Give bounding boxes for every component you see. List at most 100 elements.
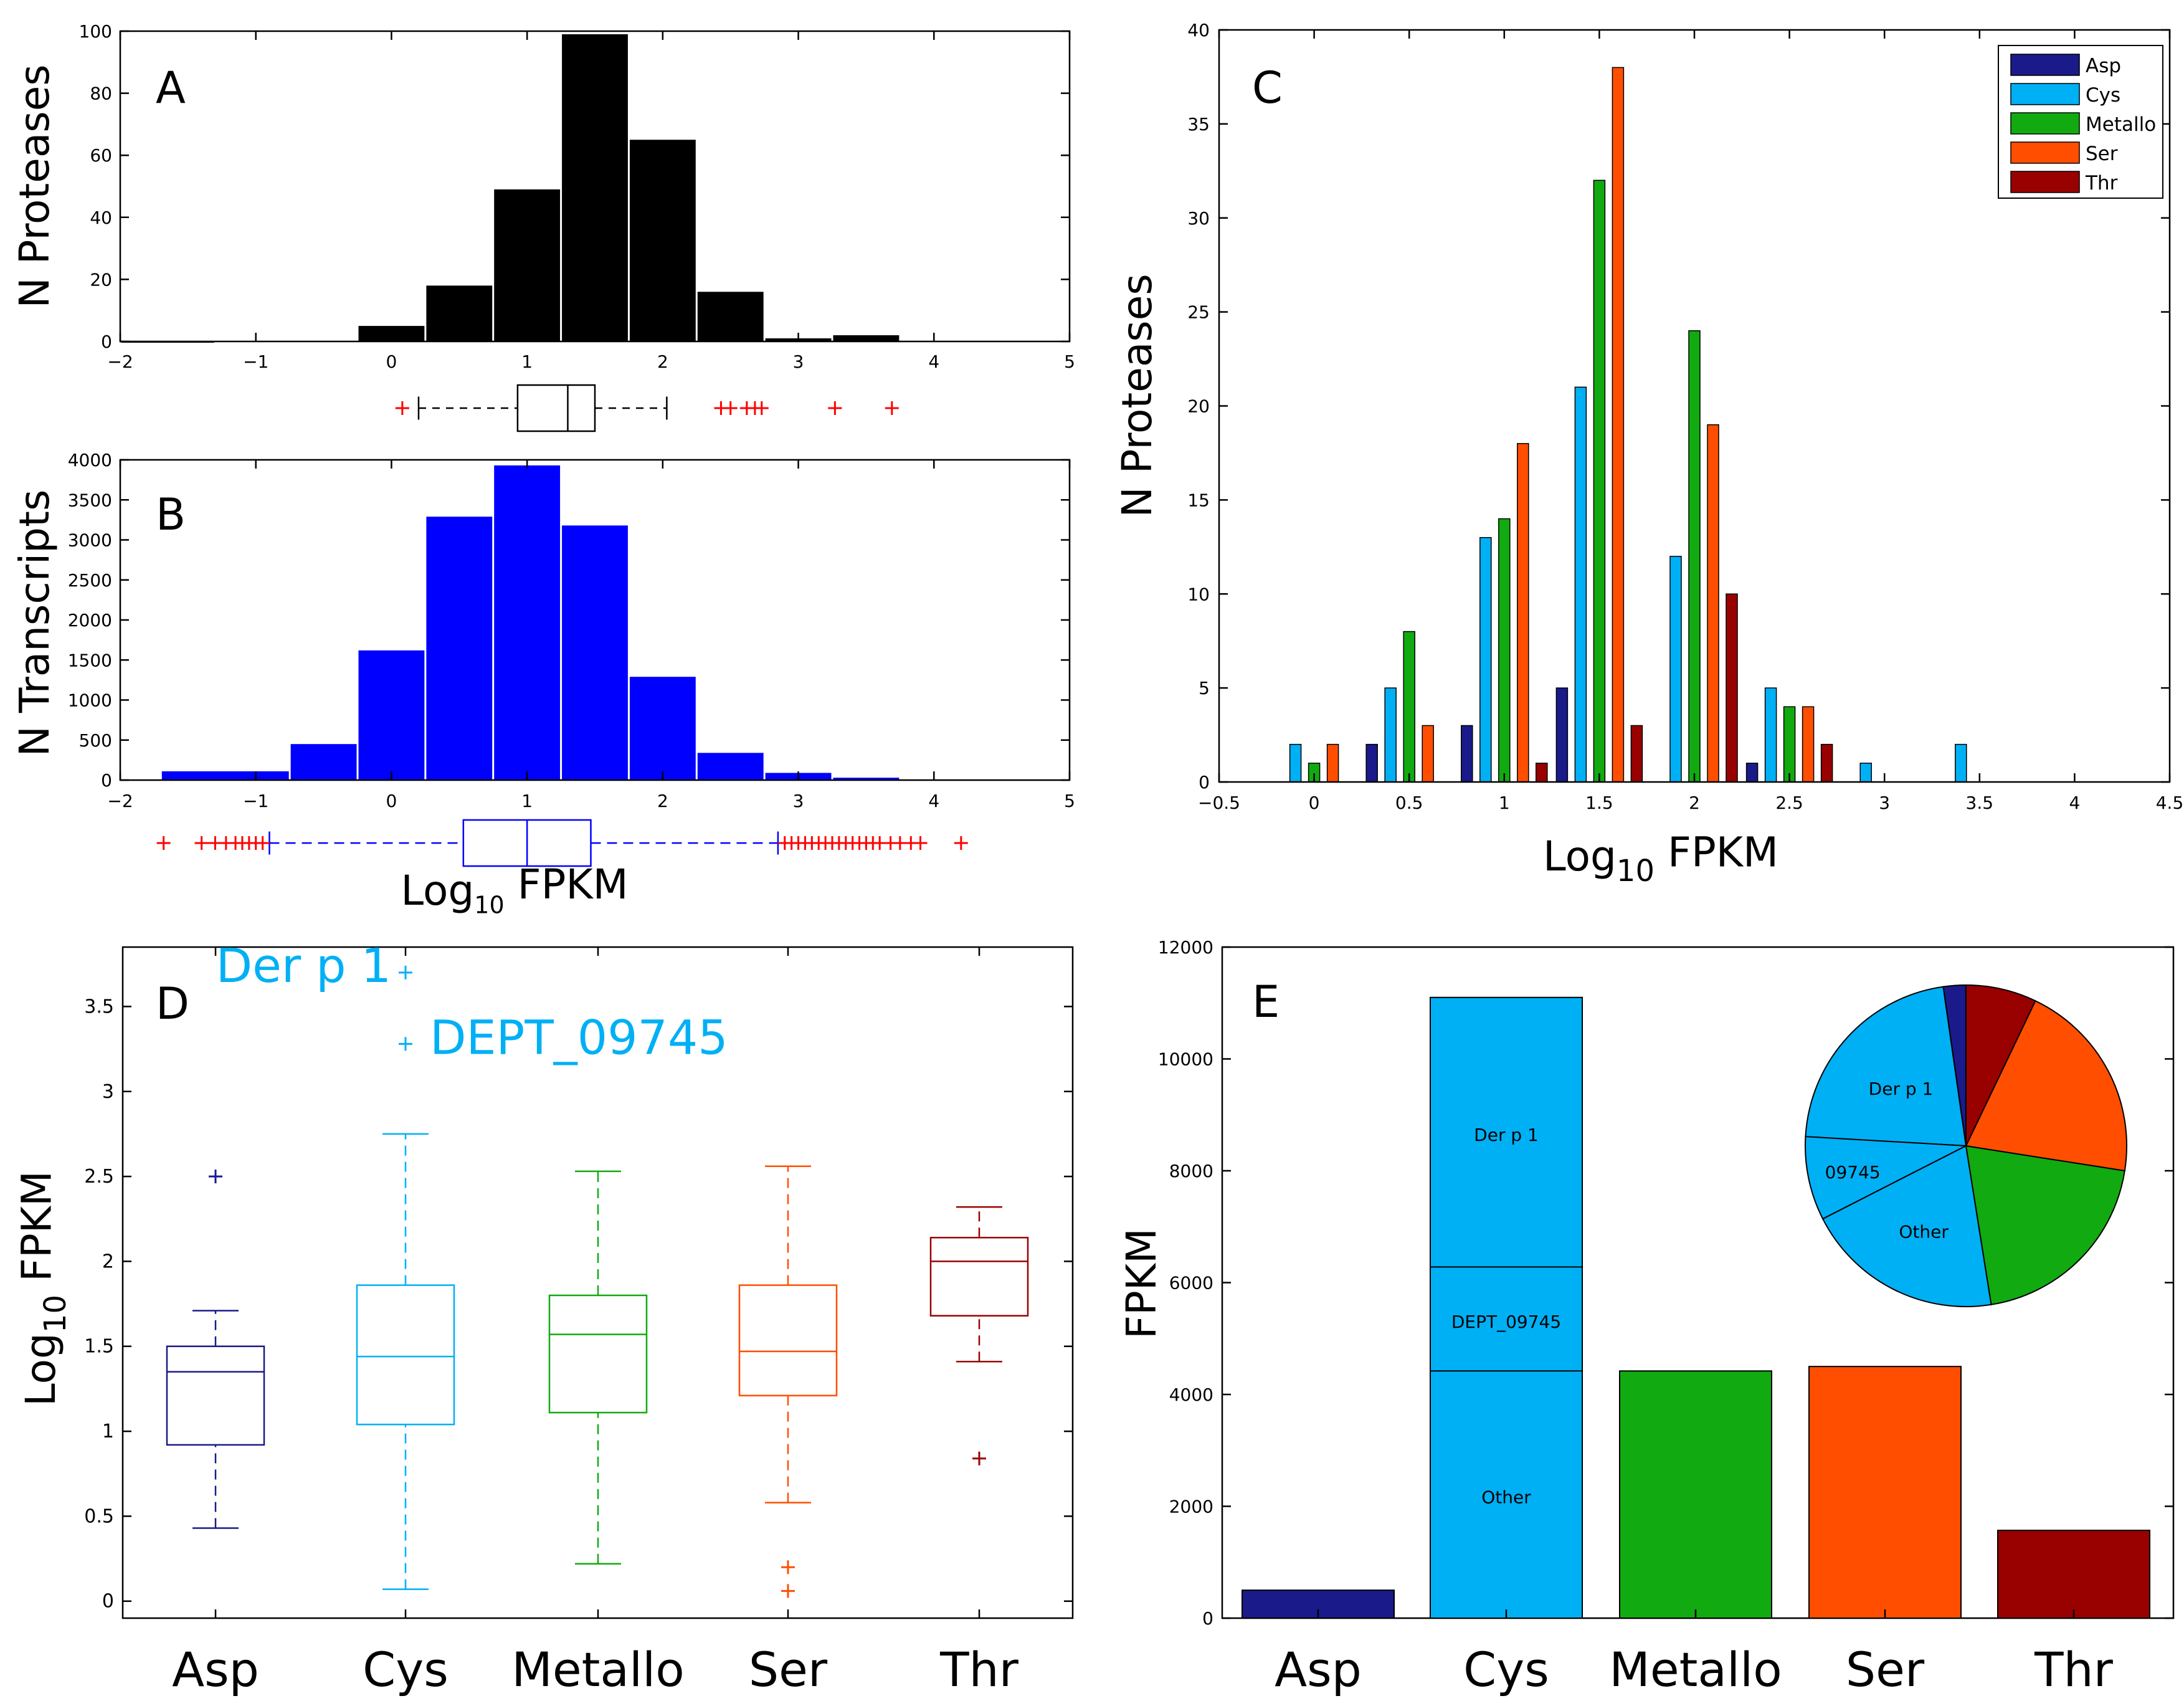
panel-d-ytick-label: 1 [102, 1421, 114, 1442]
panel-a-boxplot-outlier [754, 401, 769, 415]
panel-c-bar-thr [1536, 763, 1548, 783]
panel-b-xtick-label: 5 [1064, 791, 1075, 811]
panel-a-xtick-label: 0 [386, 351, 397, 372]
panel-b-bar [426, 517, 493, 780]
panel-a-bar [426, 285, 493, 341]
panel-a-xtick-label: −1 [243, 351, 268, 372]
panel-c-xtick-label: 4 [2069, 793, 2080, 813]
panel-c-bar-metallo [1783, 706, 1796, 783]
panel-b-ylabel: N Transcripts [11, 490, 59, 757]
panel-c-bar-cys [1669, 556, 1682, 783]
panel-b-ytick-label: 500 [79, 730, 112, 751]
panel-b-bar [697, 753, 764, 780]
panel-d-box-cys-outlier [399, 1037, 412, 1051]
panel-e-letter: E [1252, 976, 1280, 1027]
panel-d-ytick-label: 3.5 [84, 996, 114, 1017]
panel-c-bar-thr [1630, 725, 1643, 783]
panel-b-boxplot-outlier [194, 836, 209, 850]
panel-d-category-label: Asp [172, 1642, 259, 1697]
panel-c-bar-cys [1289, 743, 1302, 783]
panel-a-bar [833, 335, 900, 341]
panel-d-box-asp-outlier [209, 1170, 222, 1184]
panel-c-bar-cys [1384, 687, 1397, 783]
panel-d-annotation-dept-09745: DEPT_09745 [430, 1009, 728, 1065]
panel-b-boxplot-whisker-cap [268, 831, 779, 855]
panel-b-ytick-label: 4000 [68, 450, 112, 470]
panel-d-ylabel: Log10 FPKM [13, 1171, 73, 1406]
panel-d-box-ser-outlier [781, 1560, 795, 1575]
panel-c-xtick-label: 2.5 [1775, 793, 1803, 813]
panel-e-ytick-label: 8000 [1169, 1161, 1213, 1181]
panel-c-legend-label: Ser [2086, 143, 2118, 165]
panel-e-pie-label: 09745 [1825, 1162, 1881, 1183]
panel-a-ytick-label: 80 [90, 83, 112, 104]
panel-a-boxplot-outlier [885, 401, 899, 415]
panel-e-pie-slice [1965, 1145, 2126, 1305]
panel-d-ytick-label: 2.5 [84, 1166, 114, 1188]
panel-c-legend-swatch [2010, 83, 2080, 105]
panel-d-ytick-label: 3 [102, 1081, 114, 1103]
panel-d-box-metallo-whisker-cap [575, 1170, 621, 1565]
panel-b-ytick-label: 2000 [68, 610, 112, 631]
panel-c-letter: C [1252, 62, 1283, 113]
panel-e-cys-segment-label: Other [1481, 1487, 1531, 1508]
panel-c-xtick-label: 3 [1879, 793, 1890, 813]
panel-d-box-ser-outlier [781, 1584, 795, 1598]
panel-c-legend-label: Cys [2086, 84, 2120, 107]
panel-e-ytick-label: 0 [1202, 1608, 1213, 1629]
panel-e-pie-label: Der p 1 [1869, 1079, 1934, 1099]
panel-d-ytick-label: 0 [102, 1591, 114, 1613]
panel-b-boxplot-outlier [255, 836, 270, 850]
panel-d-box-cys-whisker-cap [382, 1133, 429, 1590]
panel-c-bar-ser [1612, 67, 1625, 783]
panel-c-bar-ser [1517, 443, 1529, 783]
panel-b-bar [358, 650, 425, 780]
panel-e-category-label: Cys [1463, 1642, 1549, 1697]
panel-a-ytick-label: 100 [79, 21, 112, 42]
panel-e-ytick-label: 10000 [1158, 1049, 1213, 1070]
panel-d-category-label: Thr [939, 1642, 1019, 1697]
panel-e-cys-segment-label: Der p 1 [1474, 1125, 1539, 1145]
panel-a-xtick-label: −2 [107, 351, 133, 372]
panel-d-box-cys [356, 1284, 455, 1426]
panel-c-legend-swatch [2010, 171, 2080, 193]
panel-b-xtick-label: −1 [243, 791, 268, 811]
panel-c-bar-asp [1555, 687, 1569, 783]
panel-c-xtick-label: 1 [1499, 793, 1510, 813]
panel-c-legend-swatch [2010, 54, 2080, 76]
panel-d-box-asp-whisker-cap [192, 1310, 239, 1529]
panel-c-xtick-label: 3.5 [1966, 793, 1994, 813]
panel-c-legend-label: Asp [2086, 55, 2121, 77]
panel-c-bar-asp [1461, 725, 1473, 783]
panel-d-box-asp [166, 1345, 265, 1446]
panel-c-ytick-label: 0 [1199, 772, 1210, 793]
panel-d-category-label: Cys [363, 1642, 449, 1697]
panel-a-axes [119, 30, 1071, 343]
panel-b-xtick-label: 3 [793, 791, 804, 811]
panel-b-xtick-label: 0 [386, 791, 397, 811]
panel-e-pie-slice [1805, 1136, 1968, 1220]
panel-c-bar-metallo [1403, 631, 1415, 783]
panel-a-ytick-label: 40 [90, 207, 112, 228]
panel-e-pie-slice [1805, 986, 1967, 1147]
panel-b-bar [494, 465, 561, 780]
panel-e-pie-label: Other [1899, 1221, 1949, 1242]
panel-a-ytick-label: 20 [90, 269, 112, 290]
panel-e-ytick-label: 12000 [1158, 937, 1213, 958]
panel-e-category-label: Thr [2034, 1642, 2114, 1697]
panel-c-ylabel: N Proteases [1113, 274, 1161, 517]
panel-c-ytick-label: 40 [1187, 20, 1210, 41]
panel-a-ytick-label: 60 [90, 145, 112, 166]
panel-b-boxplot-outlier [913, 836, 928, 850]
panel-c-bar-ser [1326, 743, 1339, 783]
panel-e-pie-slice [1821, 1145, 1992, 1307]
panel-c-ytick-label: 10 [1187, 584, 1210, 604]
panel-c-legend-label: Thr [2085, 172, 2118, 194]
panel-c-xtick-label: −0.5 [1198, 793, 1240, 813]
panel-c-bar-metallo [1688, 330, 1701, 783]
panel-e-bar-metallo [1619, 1370, 1772, 1619]
panel-d-letter: D [156, 978, 189, 1029]
panel-d-box-metallo [548, 1294, 648, 1414]
panel-c-xtick-label: 4.5 [2156, 793, 2184, 813]
panel-e-pie-slice [1965, 984, 2036, 1146]
